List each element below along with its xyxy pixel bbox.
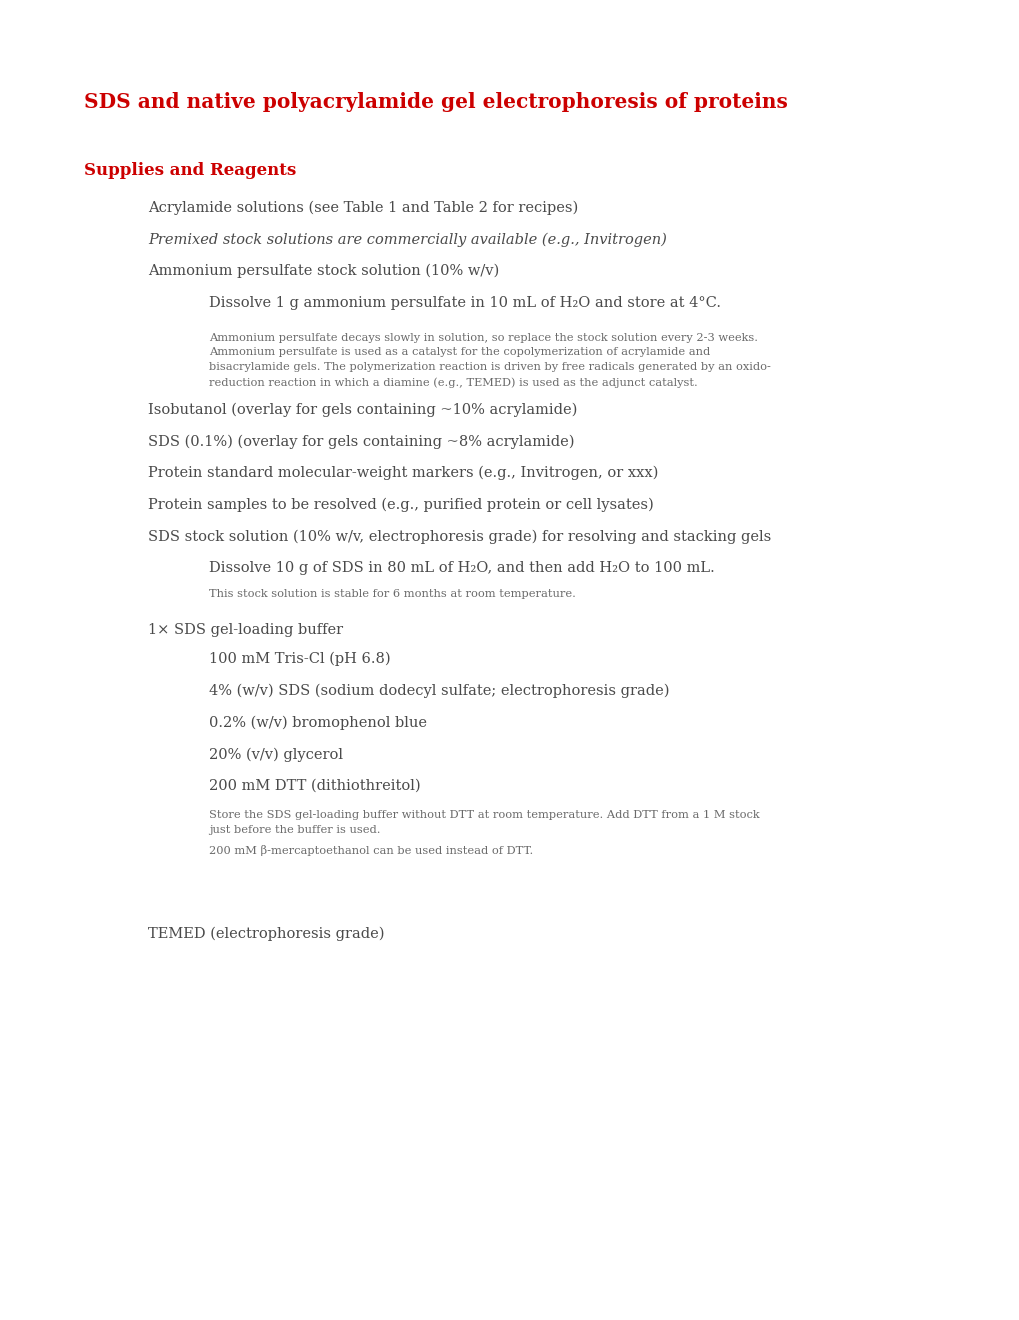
Text: Dissolve 10 g of SDS in 80 mL of H₂O, and then add H₂O to 100 mL.: Dissolve 10 g of SDS in 80 mL of H₂O, an…: [209, 561, 714, 576]
Text: 1× SDS gel-loading buffer: 1× SDS gel-loading buffer: [148, 623, 342, 638]
Text: Protein standard molecular-weight markers (e.g., Invitrogen, or xxx): Protein standard molecular-weight marker…: [148, 466, 657, 480]
Text: Ammonium persulfate stock solution (10% w/v): Ammonium persulfate stock solution (10% …: [148, 264, 498, 279]
Text: Premixed stock solutions are commercially available (e.g., Invitrogen): Premixed stock solutions are commerciall…: [148, 232, 666, 247]
Text: 100 mM Tris-Cl (pH 6.8): 100 mM Tris-Cl (pH 6.8): [209, 652, 390, 667]
Text: Acrylamide solutions (see Table 1 and Table 2 for recipes): Acrylamide solutions (see Table 1 and Ta…: [148, 201, 578, 215]
Text: Ammonium persulfate decays slowly in solution, so replace the stock solution eve: Ammonium persulfate decays slowly in sol…: [209, 333, 770, 388]
Text: Supplies and Reagents: Supplies and Reagents: [84, 162, 296, 180]
Text: SDS (0.1%) (overlay for gels containing ~8% acrylamide): SDS (0.1%) (overlay for gels containing …: [148, 434, 574, 449]
Text: 200 mM β-mercaptoethanol can be used instead of DTT.: 200 mM β-mercaptoethanol can be used ins…: [209, 845, 533, 855]
Text: 4% (w/v) SDS (sodium dodecyl sulfate; electrophoresis grade): 4% (w/v) SDS (sodium dodecyl sulfate; el…: [209, 684, 668, 698]
Text: This stock solution is stable for 6 months at room temperature.: This stock solution is stable for 6 mont…: [209, 589, 576, 599]
Text: Store the SDS gel-loading buffer without DTT at room temperature. Add DTT from a: Store the SDS gel-loading buffer without…: [209, 810, 759, 836]
Text: Protein samples to be resolved (e.g., purified protein or cell lysates): Protein samples to be resolved (e.g., pu…: [148, 498, 653, 512]
Text: Dissolve 1 g ammonium persulfate in 10 mL of H₂O and store at 4°C.: Dissolve 1 g ammonium persulfate in 10 m…: [209, 296, 720, 310]
Text: SDS and native polyacrylamide gel electrophoresis of proteins: SDS and native polyacrylamide gel electr…: [84, 92, 787, 112]
Text: 200 mM DTT (dithiothreitol): 200 mM DTT (dithiothreitol): [209, 779, 420, 793]
Text: Isobutanol (overlay for gels containing ~10% acrylamide): Isobutanol (overlay for gels containing …: [148, 403, 577, 417]
Text: 0.2% (w/v) bromophenol blue: 0.2% (w/v) bromophenol blue: [209, 715, 427, 730]
Text: TEMED (electrophoresis grade): TEMED (electrophoresis grade): [148, 927, 384, 941]
Text: 20% (v/v) glycerol: 20% (v/v) glycerol: [209, 747, 342, 762]
Text: SDS stock solution (10% w/v, electrophoresis grade) for resolving and stacking g: SDS stock solution (10% w/v, electrophor…: [148, 529, 770, 544]
